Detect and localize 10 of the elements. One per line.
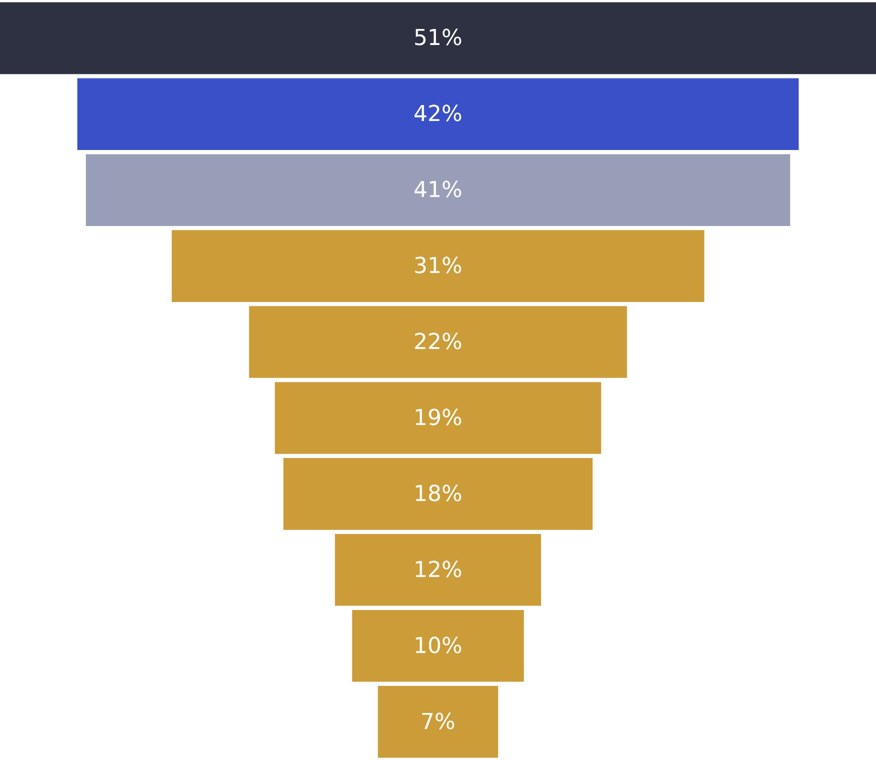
data-label: 7% (420, 710, 456, 735)
data-label: 22% (414, 330, 462, 356)
data-label: 31% (414, 254, 462, 280)
data-label: 42% (414, 102, 462, 128)
data-label: 41% (414, 178, 462, 204)
data-label: 10% (414, 634, 462, 659)
data-label: 12% (414, 558, 462, 583)
data-label: 18% (414, 482, 462, 507)
data-label: 51% (414, 26, 462, 52)
data-label: 19% (414, 406, 462, 431)
